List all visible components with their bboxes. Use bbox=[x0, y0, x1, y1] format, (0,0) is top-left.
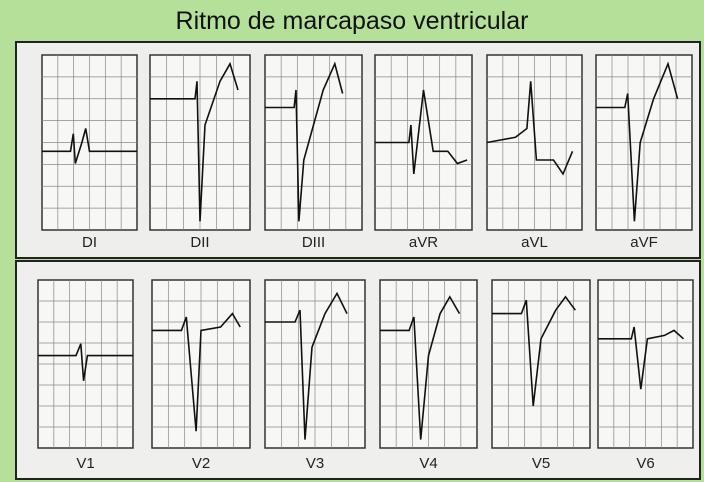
lead-label: aVF bbox=[630, 234, 658, 251]
page: Ritmo de marcapaso ventricular DIDIIDIII… bbox=[0, 0, 704, 482]
lead-label: V3 bbox=[306, 455, 324, 472]
lead-label: DII bbox=[190, 234, 209, 251]
lead-label: V6 bbox=[636, 455, 654, 472]
lead-label: aVR bbox=[409, 234, 438, 251]
lead-label: aVL bbox=[521, 234, 548, 251]
ecg-figure: DI DII DIII aVR aVL aVF V1 V2 V3 V4 V5 V6 bbox=[0, 0, 704, 482]
lead-label: V1 bbox=[76, 455, 94, 472]
lead-label: V2 bbox=[192, 455, 210, 472]
lead-label: DIII bbox=[302, 234, 325, 251]
lead-label: DI bbox=[82, 234, 97, 251]
lead-label: V5 bbox=[532, 455, 550, 472]
lead-label: V4 bbox=[419, 455, 437, 472]
